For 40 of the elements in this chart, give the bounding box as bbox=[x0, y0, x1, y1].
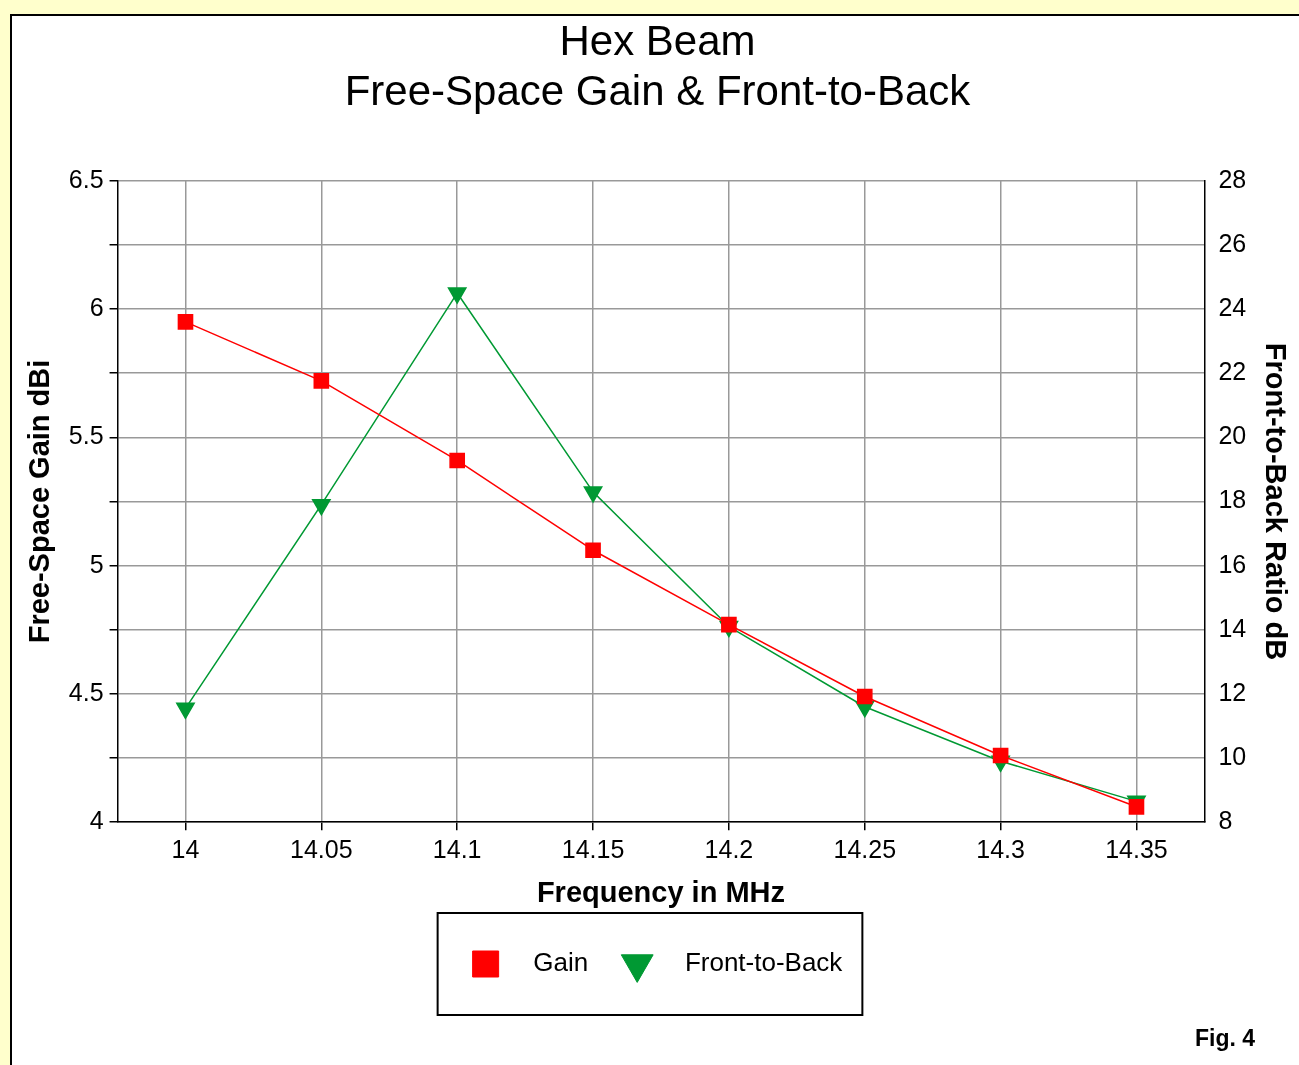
x-tick-label: 14.1 bbox=[432, 835, 482, 864]
y2-tick-label: 28 bbox=[1218, 164, 1247, 193]
y-tick-label: 4.5 bbox=[68, 677, 104, 706]
y2-axis-title: Front-to-Back Ratio dB bbox=[1259, 342, 1292, 661]
x-tick-label: 14.05 bbox=[290, 835, 353, 864]
y2-tick-label: 26 bbox=[1218, 228, 1247, 257]
point bbox=[992, 747, 1009, 764]
point bbox=[721, 616, 737, 633]
point bbox=[177, 314, 194, 330]
x-tick-label: 14.25 bbox=[833, 835, 897, 864]
y-tick-label: 6.5 bbox=[68, 164, 104, 193]
x-axis-title: Frequency in MHz bbox=[536, 875, 786, 908]
x-tick-label: 14 bbox=[171, 835, 200, 864]
point bbox=[449, 452, 466, 469]
point bbox=[585, 542, 601, 559]
y2-tick-label: 14 bbox=[1218, 613, 1247, 642]
y-tick-label: 5 bbox=[89, 549, 104, 578]
y2-tick-label: 24 bbox=[1218, 292, 1247, 321]
y2-tick-label: 16 bbox=[1218, 549, 1247, 578]
y2-tick-label: 18 bbox=[1218, 485, 1247, 514]
text: Hex Beam bbox=[559, 16, 756, 64]
y-tick-label: 5.5 bbox=[68, 421, 104, 450]
y2-tick-label: 10 bbox=[1218, 741, 1247, 770]
legend-label: Front-to-Back bbox=[663, 947, 844, 978]
y2-tick-label: 22 bbox=[1218, 357, 1247, 386]
text: Free-Space Gain & Front-to-Back bbox=[344, 67, 971, 115]
point bbox=[313, 373, 330, 389]
y-axis-title: Free-Space Gain dBi bbox=[23, 359, 56, 644]
y-tick-label: 6 bbox=[89, 292, 104, 321]
x-tick-label: 14.2 bbox=[704, 835, 754, 864]
y-tick-label: 4 bbox=[89, 806, 104, 835]
y2-tick-label: 8 bbox=[1218, 806, 1233, 835]
point bbox=[856, 688, 873, 705]
caption: Fig. 4 bbox=[1194, 1025, 1256, 1052]
y2-tick-label: 12 bbox=[1218, 677, 1247, 706]
x-tick-label: 14.15 bbox=[561, 835, 625, 864]
x-tick-label: 14.35 bbox=[1105, 835, 1168, 864]
legend-label: Gain bbox=[511, 947, 589, 978]
x-tick-label: 14.3 bbox=[976, 835, 1025, 864]
y2-tick-label: 20 bbox=[1218, 421, 1247, 450]
